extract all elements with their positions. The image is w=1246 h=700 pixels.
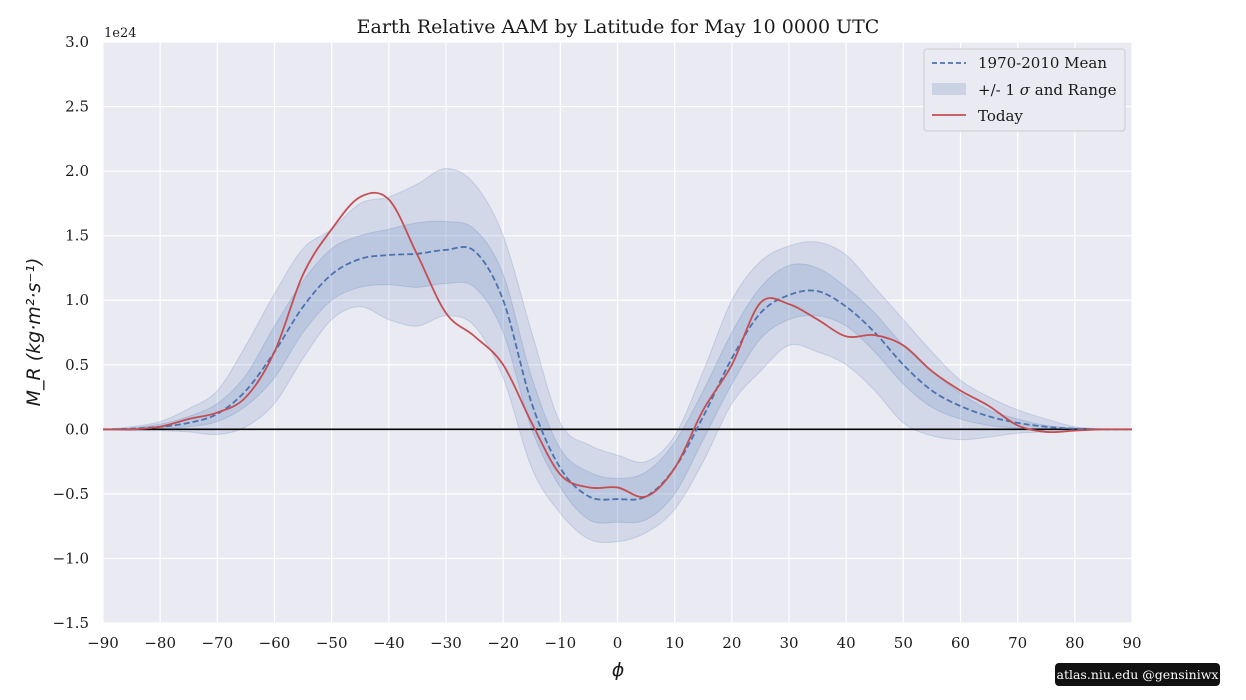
x-tick-label: 50 [894, 634, 913, 652]
y-axis-label: M_R (kg·m²·s⁻¹) [23, 258, 45, 407]
today-series-line [102, 191, 1133, 498]
x-axis-label: ϕ [612, 659, 625, 681]
legend-mean-label: 1970-2010 Mean [978, 54, 1107, 72]
x-tick-label: −70 [202, 634, 234, 652]
x-tick-label: 30 [779, 634, 798, 652]
y-tick-label: 0.0 [65, 420, 89, 438]
x-tick-label: −20 [487, 634, 519, 652]
x-tick-label: 80 [1065, 634, 1084, 652]
chart-title: Earth Relative AAM by Latitude for May 1… [357, 16, 880, 38]
x-tick-label: −90 [87, 634, 119, 652]
x-tick-label: −60 [259, 634, 291, 652]
y-tick-label: 2.5 [65, 98, 89, 116]
x-tick-label: 10 [665, 634, 684, 652]
x-tick-label: 60 [951, 634, 970, 652]
x-tick-label: −80 [144, 634, 176, 652]
grid-lines [102, 41, 1133, 624]
x-tick-label: 0 [613, 634, 623, 652]
y-tick-label: −1.5 [53, 614, 89, 632]
y-tick-label: 1.0 [65, 291, 89, 309]
x-tick-labels: −90 −80 −70 −60 −50 −40 −30 −20 −10 0 10 20 30 40 50 60… [87, 634, 1141, 652]
y-offset-text: 1e24 [104, 26, 137, 41]
y-tick-labels: −1.5 −1.0 −0.5 0.0 0.5 1.0 1.5 2.0 2.5 3.0 [53, 33, 89, 632]
x-tick-label: 20 [722, 634, 741, 652]
x-tick-label: 70 [1008, 634, 1027, 652]
y-tick-label: −0.5 [53, 485, 89, 503]
y-tick-label: 2.0 [65, 162, 89, 180]
legend-today-label: Today [978, 107, 1023, 125]
x-tick-label: −40 [373, 634, 405, 652]
x-tick-label: −30 [430, 634, 462, 652]
legend-band-swatch [932, 83, 966, 95]
x-tick-label: −50 [316, 634, 348, 652]
legend: 1970-2010 Mean +/- 1 σ and Range Today [923, 48, 1126, 132]
x-tick-label: −10 [545, 634, 577, 652]
y-tick-label: 3.0 [65, 33, 89, 51]
watermark-badge: atlas.niu.edu @gensiniwx [1055, 663, 1220, 686]
y-tick-label: 0.5 [65, 356, 89, 374]
y-tick-label: −1.0 [53, 549, 89, 567]
x-tick-label: 40 [837, 634, 856, 652]
x-tick-label: 90 [1122, 634, 1141, 652]
legend-box [923, 48, 1126, 132]
legend-band-label: +/- 1 σ and Range [978, 81, 1117, 99]
y-tick-label: 1.5 [65, 227, 89, 245]
